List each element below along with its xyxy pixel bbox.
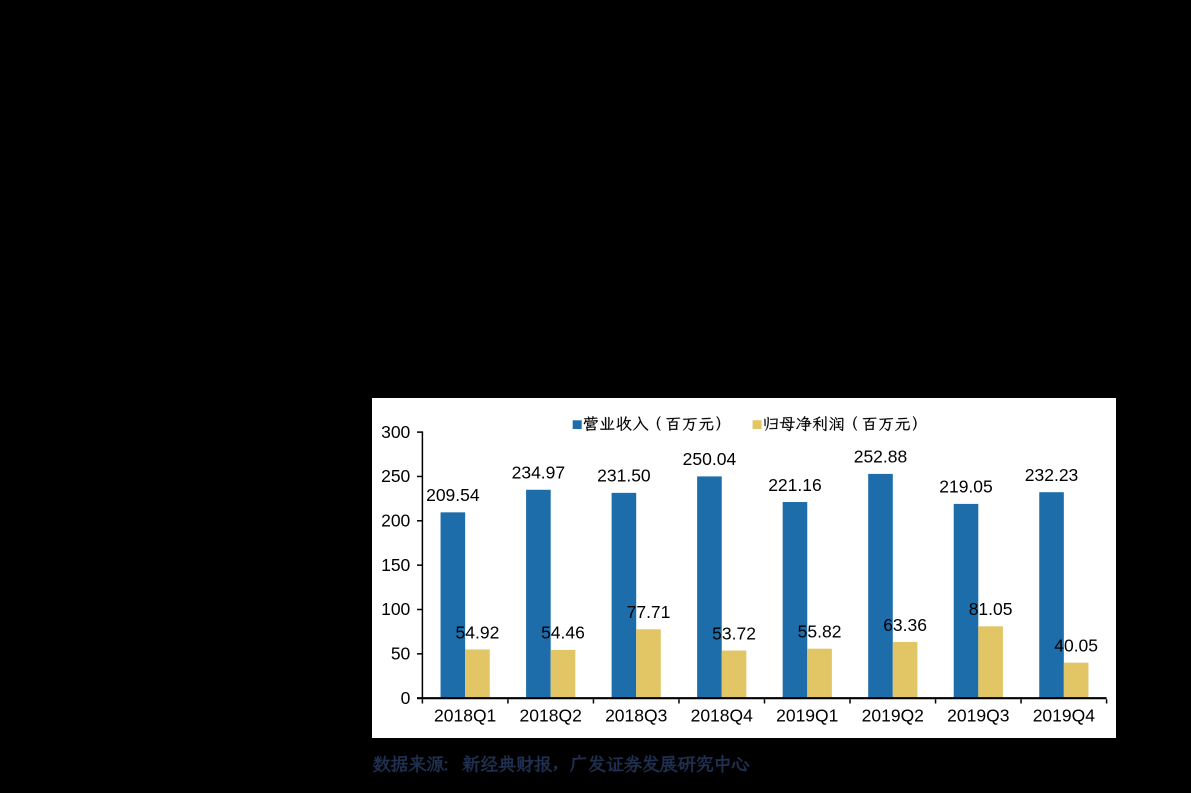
svg-text:209.54: 209.54 [426,485,480,505]
svg-text:250: 250 [381,466,410,486]
svg-text:2018Q2: 2018Q2 [520,705,582,725]
svg-text:150: 150 [381,555,410,575]
svg-text:40.05: 40.05 [1054,635,1098,655]
svg-text:77.71: 77.71 [627,602,671,622]
svg-text:0: 0 [401,688,411,708]
svg-text:2018Q4: 2018Q4 [691,705,754,725]
svg-text:300: 300 [381,422,410,442]
svg-text:2019Q4: 2019Q4 [1033,705,1096,725]
svg-text:2019Q1: 2019Q1 [776,705,838,725]
svg-text:2019Q2: 2019Q2 [862,705,924,725]
svg-text:55.82: 55.82 [798,621,842,641]
svg-text:2018Q1: 2018Q1 [434,705,496,725]
svg-text:54.92: 54.92 [456,622,500,642]
svg-text:219.05: 219.05 [939,477,993,497]
svg-text:200: 200 [381,511,410,531]
svg-text:234.97: 234.97 [512,463,566,483]
svg-text:2018Q3: 2018Q3 [605,705,667,725]
svg-text:53.72: 53.72 [712,623,756,643]
svg-text:232.23: 232.23 [1025,465,1079,485]
svg-text:250.04: 250.04 [683,449,737,469]
svg-text:231.50: 231.50 [597,466,651,486]
svg-text:2019Q3: 2019Q3 [947,705,1009,725]
svg-text:81.05: 81.05 [969,599,1013,619]
svg-text:63.36: 63.36 [883,615,927,635]
svg-text:50: 50 [391,644,411,664]
svg-text:221.16: 221.16 [768,475,822,495]
svg-text:252.88: 252.88 [854,447,908,467]
svg-text:54.46: 54.46 [541,623,585,643]
svg-text:100: 100 [381,599,410,619]
